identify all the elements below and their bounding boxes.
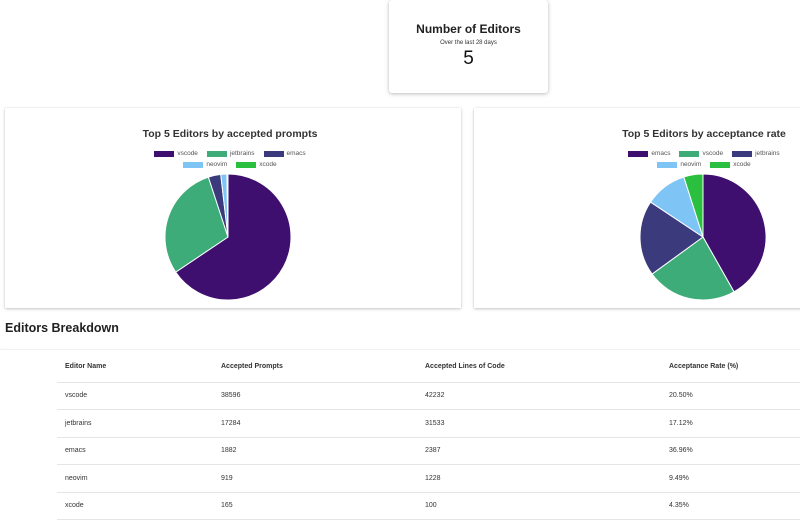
table-row: jetbrains 17284 31533 17.12% xyxy=(57,409,800,438)
accepted-prompts-pie xyxy=(164,173,292,301)
legend-swatch xyxy=(183,161,204,168)
legend-label: vscode xyxy=(177,150,198,157)
editors-breakdown-table: Editor Name Accepted Prompts Accepted Li… xyxy=(57,352,800,520)
legend-item-vscode[interactable]: vscode xyxy=(679,150,723,157)
table-row: vscode 38596 42232 20.50% xyxy=(57,382,800,410)
legend-label: emacs xyxy=(651,150,671,157)
legend-label: emacs xyxy=(286,150,306,157)
cell-acceptance-rate: 4.35% xyxy=(661,492,800,520)
cell-editor-name: neovim xyxy=(57,464,213,493)
table-header-row: Editor Name Accepted Prompts Accepted Li… xyxy=(57,352,800,383)
legend-row: emacs vscode jetbrains xyxy=(474,148,800,159)
legend-swatch xyxy=(263,150,284,157)
cell-acceptance-rate: 36.96% xyxy=(661,437,800,465)
pie-slice-xcode[interactable] xyxy=(226,173,229,238)
legend-row: neovim xcode xyxy=(474,159,800,170)
legend-item-xcode[interactable]: xcode xyxy=(236,161,277,168)
legend-label: xcode xyxy=(733,161,751,168)
table-row: xcode 165 100 4.35% xyxy=(57,492,800,520)
legend-row: vscode jetbrains emacs xyxy=(5,148,455,159)
legend-swatch xyxy=(206,150,227,157)
legend-label: jetbrains xyxy=(755,150,780,157)
legend-label: neovim xyxy=(206,161,228,168)
cell-editor-name: xcode xyxy=(57,492,213,520)
column-header-accepted-lines[interactable]: Accepted Lines of Code xyxy=(417,352,661,383)
legend-label: jetbrains xyxy=(229,150,255,157)
pie-slice-xcode[interactable] xyxy=(683,173,704,238)
editors-breakdown-table-card: Editor Name Accepted Prompts Accepted Li… xyxy=(0,350,800,521)
legend-label: vscode xyxy=(702,150,724,157)
pie-slice-jetbrains[interactable] xyxy=(639,201,704,275)
legend-item-vscode[interactable]: vscode xyxy=(154,150,198,157)
legend-swatch xyxy=(732,150,753,157)
cell-accepted-lines: 42232 xyxy=(417,382,661,410)
cell-accepted-lines: 31533 xyxy=(417,409,661,438)
cell-accepted-prompts: 1882 xyxy=(213,437,417,465)
legend-swatch xyxy=(236,161,257,168)
legend-label: neovim xyxy=(680,161,702,168)
column-header-acceptance-rate[interactable]: Acceptance Rate (%) xyxy=(661,352,800,383)
editors-count-card: Number of Editors Over the last 28 days … xyxy=(389,0,548,93)
legend-label: xcode xyxy=(259,161,277,168)
legend-swatch xyxy=(628,150,649,157)
cell-accepted-prompts: 38596 xyxy=(213,382,417,410)
legend-swatch xyxy=(679,150,700,157)
legend-item-emacs[interactable]: emacs xyxy=(628,150,670,157)
cell-accepted-prompts: 17284 xyxy=(213,409,417,438)
legend-item-jetbrains[interactable]: jetbrains xyxy=(732,150,780,157)
acceptance-rate-chart-title: Top 5 Editors by acceptance rate xyxy=(622,128,786,140)
cell-acceptance-rate: 20.50% xyxy=(661,382,800,410)
cell-accepted-lines: 2387 xyxy=(417,437,661,465)
accepted-prompts-chart-title: Top 5 Editors by accepted prompts xyxy=(142,128,318,140)
acceptance-rate-chart-card: Top 5 Editors by acceptance rate emacs vs… xyxy=(474,108,800,308)
cell-acceptance-rate: 17.12% xyxy=(661,409,800,438)
cell-editor-name: jetbrains xyxy=(57,409,213,438)
editors-breakdown-title: Editors Breakdown xyxy=(5,321,119,335)
legend-item-emacs[interactable]: emacs xyxy=(263,150,306,157)
table-row: emacs 1882 2387 36.96% xyxy=(57,437,800,465)
cell-acceptance-rate: 9.49% xyxy=(661,464,800,493)
pie-slice-jetbrains[interactable] xyxy=(164,176,229,273)
cell-editor-name: emacs xyxy=(57,437,213,465)
cell-accepted-prompts: 165 xyxy=(213,492,417,520)
acceptance-rate-legend: emacs vscode jetbrains neovim xcode xyxy=(474,148,800,170)
legend-item-neovim[interactable]: neovim xyxy=(657,161,701,168)
legend-swatch xyxy=(154,150,175,157)
pie-slice-vscode[interactable] xyxy=(175,173,292,301)
editors-count-value: 5 xyxy=(463,48,474,69)
editors-count-title: Number of Editors xyxy=(416,22,521,36)
accepted-prompts-chart-card: Top 5 Editors by accepted prompts vscode… xyxy=(5,108,461,308)
column-header-accepted-prompts[interactable]: Accepted Prompts xyxy=(213,352,417,383)
cell-editor-name: vscode xyxy=(57,382,213,410)
pie-slice-emacs[interactable] xyxy=(702,173,767,293)
table-row: neovim 919 1228 9.49% xyxy=(57,464,800,493)
cell-accepted-lines: 1228 xyxy=(417,464,661,493)
pie-slice-vscode[interactable] xyxy=(651,236,735,301)
legend-item-xcode[interactable]: xcode xyxy=(710,161,751,168)
legend-swatch xyxy=(657,161,678,168)
legend-swatch xyxy=(710,161,731,168)
acceptance-rate-pie xyxy=(639,173,767,301)
column-header-editor-name[interactable]: Editor Name xyxy=(57,352,213,383)
cell-accepted-prompts: 919 xyxy=(213,464,417,493)
legend-item-neovim[interactable]: neovim xyxy=(183,161,227,168)
legend-row: neovim xcode xyxy=(5,159,455,170)
accepted-prompts-legend: vscode jetbrains emacs neovim xcode xyxy=(5,148,455,170)
legend-item-jetbrains[interactable]: jetbrains xyxy=(206,150,255,157)
editors-count-subtitle: Over the last 28 days xyxy=(440,40,497,46)
cell-accepted-lines: 100 xyxy=(417,492,661,520)
